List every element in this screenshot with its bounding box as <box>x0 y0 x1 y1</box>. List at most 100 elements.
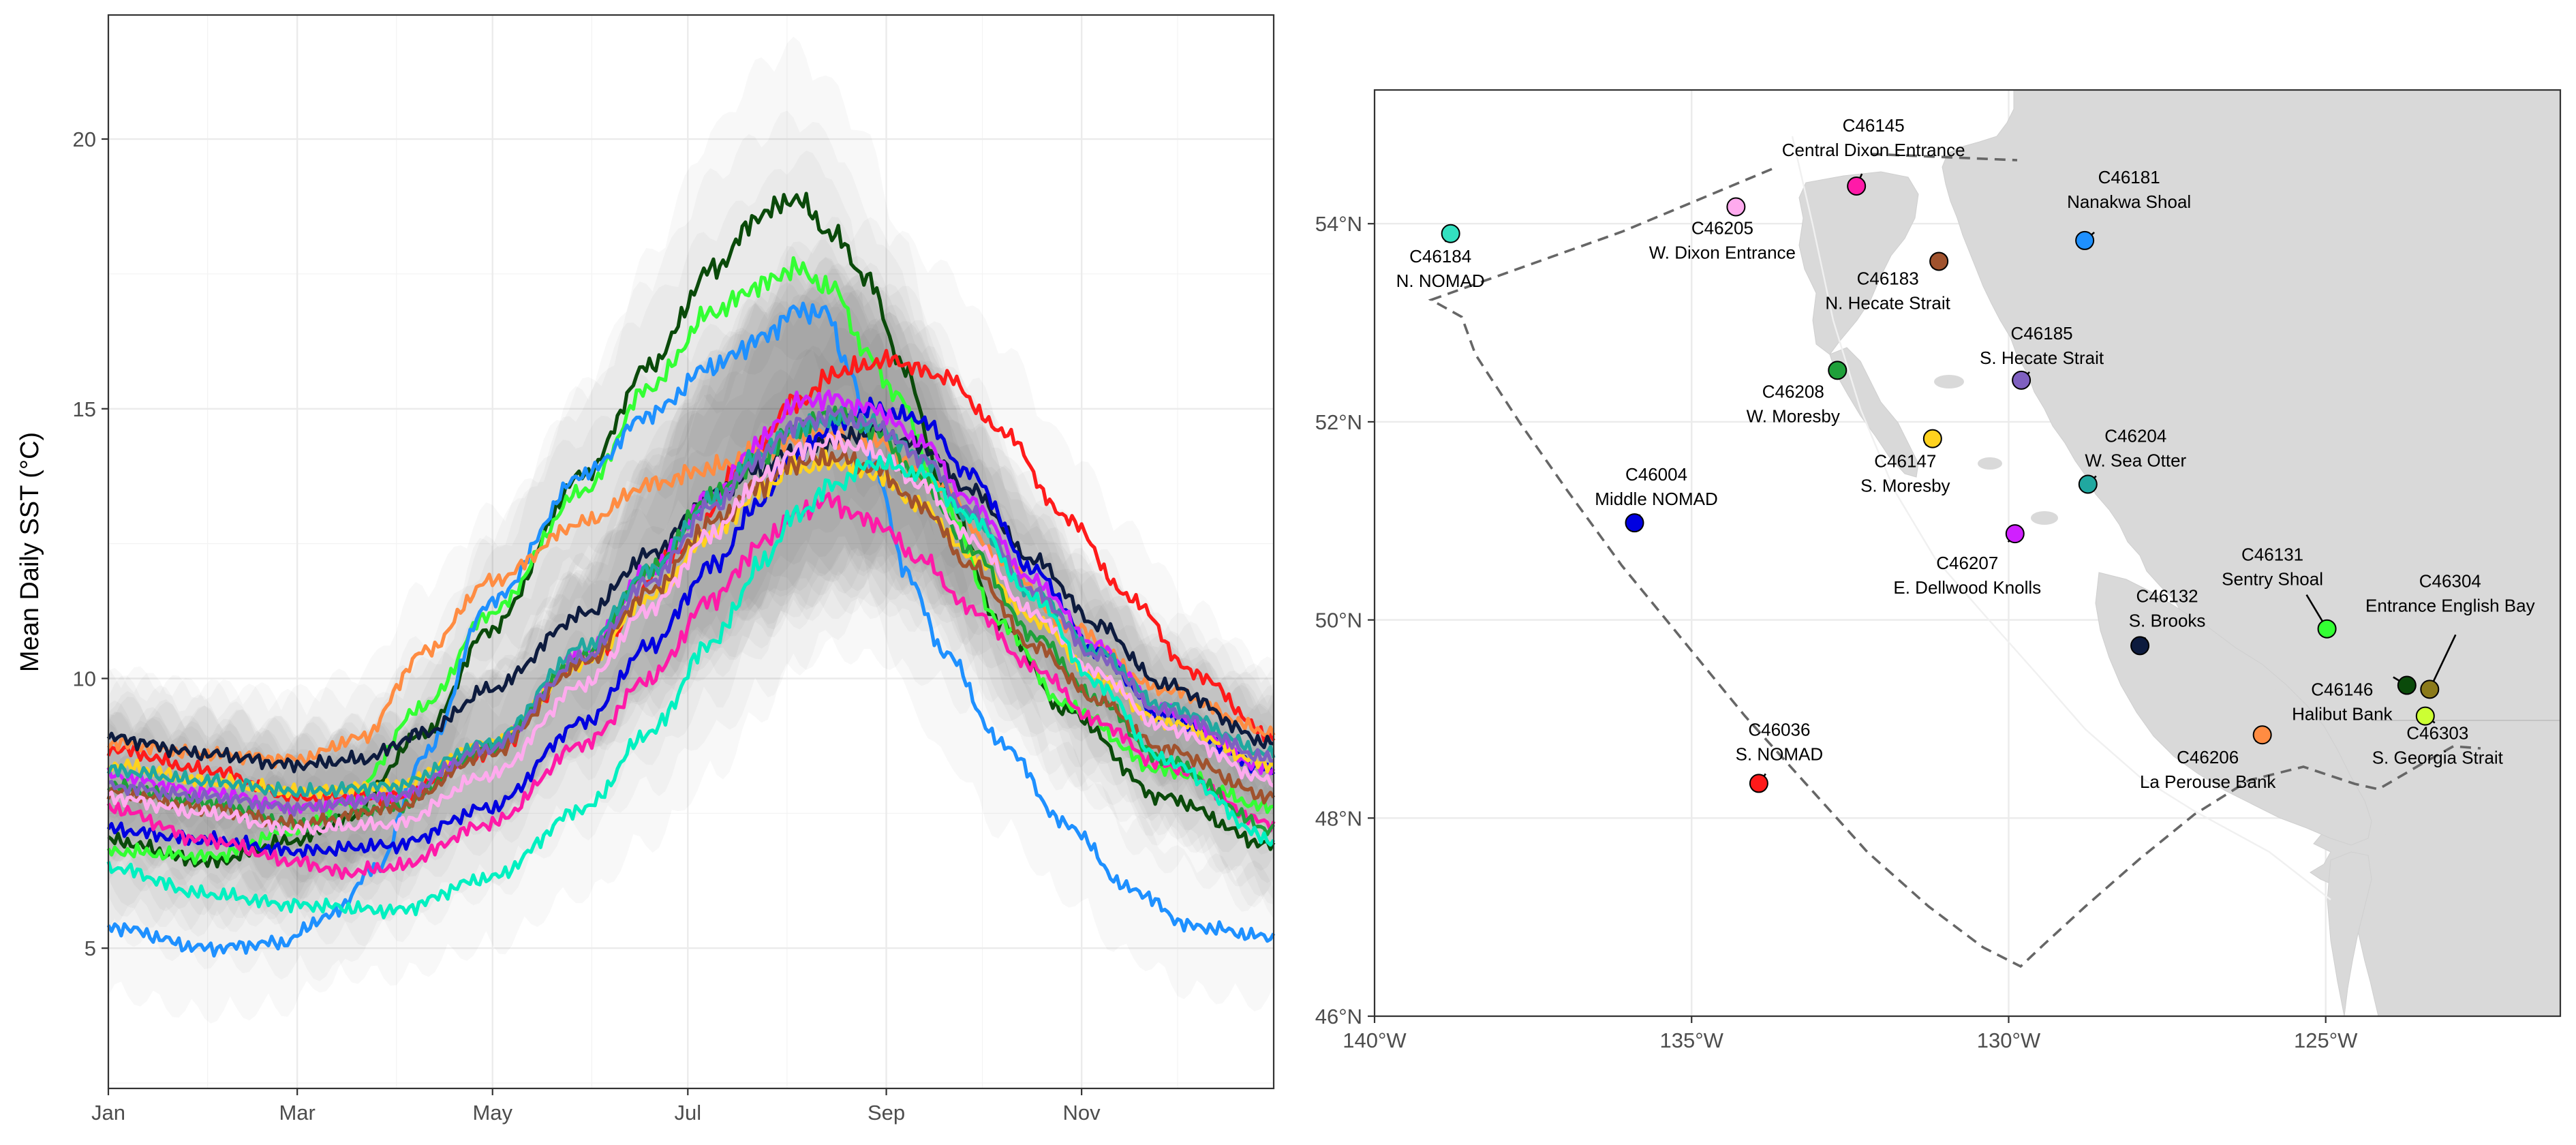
x-tick-label-jan: Jan <box>91 1101 125 1125</box>
station-c46145: C46145 Central Dixon Entrance <box>1782 115 1965 196</box>
y-tick-label: 10 <box>73 667 96 690</box>
series-line-3 <box>106 301 1276 958</box>
station-id-label: C46132 <box>2136 585 2198 606</box>
x-tick-label-sep: Sep <box>868 1101 905 1125</box>
station-marker <box>2078 474 2098 494</box>
station-c46303: C46303 S. Georgia Strait <box>2372 706 2504 768</box>
station-marker <box>2397 675 2417 695</box>
station-id-label: C46181 <box>2098 167 2160 187</box>
station-name-label: S. Brooks <box>2129 610 2206 630</box>
series-line-12 <box>106 446 1276 829</box>
station-id-label: C46185 <box>2011 323 2073 344</box>
station-id-label: C46147 <box>1874 451 1936 472</box>
buoy-stations: C46145 Central Dixon Entrance C46205 W. Dix… <box>1396 115 2535 793</box>
station-marker <box>2130 636 2150 656</box>
station-marker <box>2012 370 2031 390</box>
timeseries-panel-border <box>107 14 1275 1090</box>
station-name-label: Central Dixon Entrance <box>1782 140 1965 160</box>
station-name-label: S. Moresby <box>1860 476 1950 496</box>
lon-tick-label: 125°W <box>2294 1028 2358 1052</box>
x-tick-label-may: May <box>472 1101 512 1125</box>
lat-tick-label: 54°N <box>1315 212 1362 236</box>
lat-tick-label: 46°N <box>1315 1005 1362 1028</box>
station-name-label: W. Moresby <box>1747 406 1840 426</box>
station-id-label: C46004 <box>1625 464 1687 485</box>
station-marker <box>2075 230 2095 250</box>
station-id-label: C46204 <box>2104 425 2166 446</box>
station-marker <box>1922 429 1942 448</box>
lon-tick-label: 135°W <box>1660 1028 1724 1052</box>
station-id-label: C46183 <box>1857 268 1919 288</box>
coastline-land <box>1791 90 2560 1016</box>
series-line-14 <box>108 405 1274 817</box>
station-c46205: C46205 W. Dixon Entrance <box>1649 197 1796 263</box>
station-name-label: W. Dixon Entrance <box>1649 243 1796 263</box>
timeseries-lines <box>106 192 1276 958</box>
station-marker <box>2420 680 2440 699</box>
station-name-label: S. Hecate Strait <box>1980 348 2104 368</box>
station-id-label: C46205 <box>1691 218 1753 239</box>
station-name-label: La Perouse Bank <box>2140 772 2276 792</box>
station-marker <box>1828 361 1847 380</box>
station-id-label: C46208 <box>1762 381 1824 401</box>
station-name-label: Nanakwa Shoal <box>2067 192 2191 212</box>
station-c46146: C46146 Halibut Bank <box>2292 675 2417 724</box>
station-name-label: W. Sea Otter <box>2085 450 2186 470</box>
station-marker <box>1441 224 1460 243</box>
station-c46304: C46304 Entrance English Bay <box>2365 570 2535 699</box>
timeseries-y-ticks: 5 10 15 20 <box>73 127 108 960</box>
station-c46131: C46131 Sentry Shoal <box>2222 545 2337 639</box>
station-c46185: C46185 S. Hecate Strait <box>1980 323 2104 390</box>
y-tick-label: 5 <box>85 936 96 960</box>
y-axis-title: Mean Daily SST (°C) <box>16 432 44 672</box>
station-c46207: C46207 E. Dellwood Knolls <box>1893 524 2041 598</box>
x-tick-label-mar: Mar <box>279 1101 315 1125</box>
station-id-label: C46145 <box>1843 115 1905 136</box>
station-c46036: C46036 S. NOMAD <box>1736 719 1824 793</box>
station-name-label: N. Hecate Strait <box>1825 292 1950 313</box>
station-c46208: C46208 W. Moresby <box>1747 361 1847 426</box>
station-name-label: S. Georgia Strait <box>2372 748 2504 768</box>
station-c46132: C46132 S. Brooks <box>2129 585 2206 656</box>
y-tick-label: 20 <box>73 127 96 151</box>
station-marker <box>2317 619 2337 639</box>
station-name-label: E. Dellwood Knolls <box>1893 577 2041 598</box>
station-id-label: C46206 <box>2177 747 2239 767</box>
series-line-9 <box>106 491 1276 881</box>
station-name-label: S. NOMAD <box>1736 744 1824 764</box>
y-tick-label: 15 <box>73 397 96 421</box>
map-longitude-ticks: 140°W 135°W 130°W 125°W <box>1343 1016 2358 1052</box>
sst-timeseries-panel: 5 10 15 20 Jan Mar May Jul Sep Nov Mean Daily SS… <box>16 14 1276 1125</box>
station-id-label: C46207 <box>1936 553 1998 573</box>
buoy-map-panel: C46145 Central Dixon Entrance C46205 W. Dix… <box>1315 89 2562 1052</box>
station-marker <box>1625 513 1644 533</box>
station-c46181: C46181 Nanakwa Shoal <box>2067 167 2191 250</box>
x-tick-label-nov: Nov <box>1063 1101 1101 1125</box>
station-name-label: Halibut Bank <box>2292 704 2393 724</box>
station-id-label: C46184 <box>1409 246 1471 266</box>
series-line-15 <box>107 430 1275 837</box>
station-id-label: C46036 <box>1748 719 1810 739</box>
station-marker <box>2415 706 2435 726</box>
station-marker <box>2005 524 2025 544</box>
station-c46204: C46204 W. Sea Otter <box>2078 425 2187 494</box>
lat-tick-label: 50°N <box>1315 609 1362 632</box>
eez-boundary <box>1428 168 2481 968</box>
station-c46184: C46184 N. NOMAD <box>1396 224 1485 291</box>
station-id-label: C46146 <box>2311 680 2373 700</box>
x-tick-label-jul: Jul <box>674 1101 701 1125</box>
station-name-label: Middle NOMAD <box>1595 489 1718 509</box>
station-name-label: Sentry Shoal <box>2222 569 2323 590</box>
station-marker <box>1726 197 1746 217</box>
station-c46004: C46004 Middle NOMAD <box>1595 464 1718 533</box>
station-marker <box>1929 251 1949 271</box>
lat-tick-label: 52°N <box>1315 410 1362 434</box>
lon-tick-label: 140°W <box>1343 1028 1407 1052</box>
station-id-label: C46304 <box>2419 570 2481 591</box>
station-marker <box>2252 725 2272 745</box>
station-id-label: C46131 <box>2241 545 2303 565</box>
station-name-label: N. NOMAD <box>1396 271 1485 291</box>
station-c46147: C46147 S. Moresby <box>1860 429 1950 496</box>
station-id-label: C46303 <box>2406 723 2468 744</box>
